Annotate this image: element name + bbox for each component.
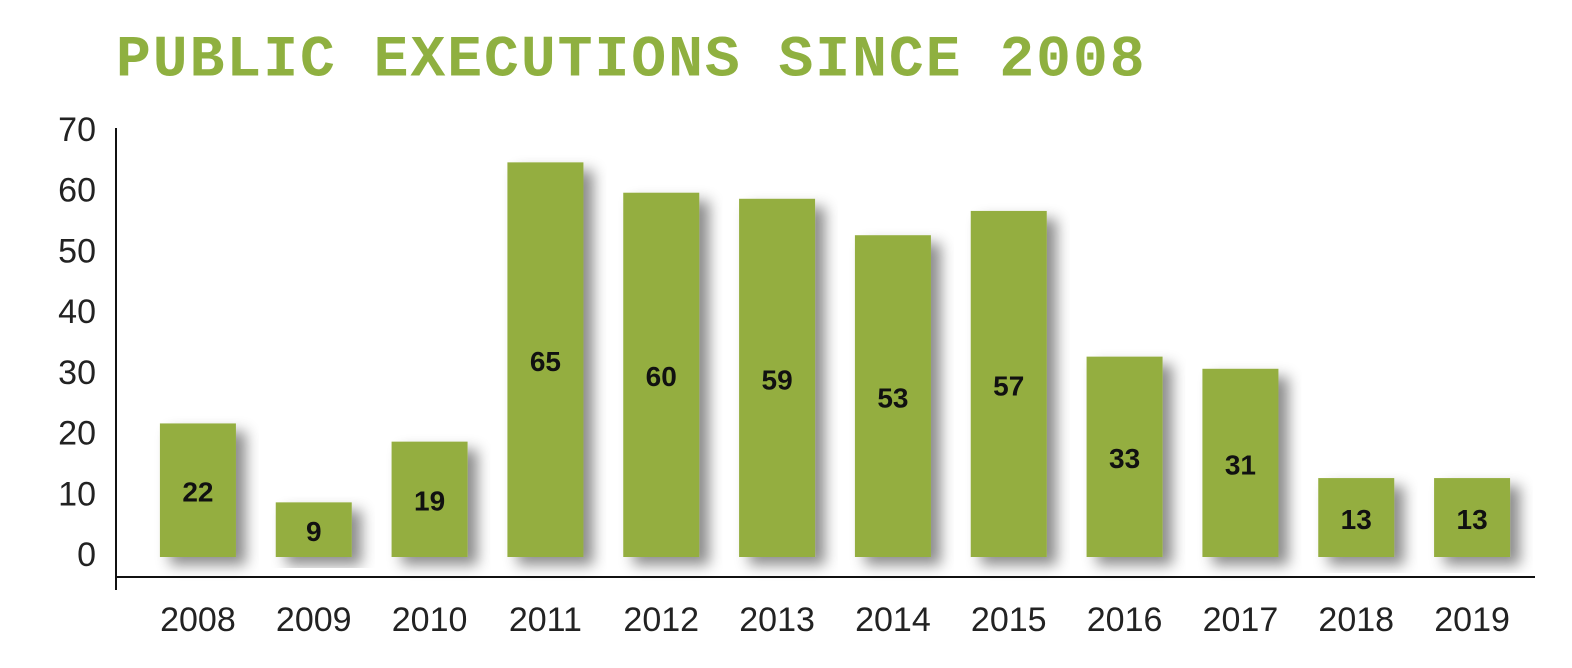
y-tick-label: 50 [58,232,96,270]
y-tick-label: 20 [58,415,96,453]
bar [275,502,352,557]
value-label: 60 [646,361,677,392]
chart-title: PUBLIC EXECUTIONS SINCE 2008 [116,28,1147,93]
bar [391,441,468,557]
x-tick-label: 2008 [160,601,236,639]
bar [1318,478,1395,557]
value-label: 33 [1109,443,1140,474]
bar [623,192,700,557]
y-tick-label: 60 [58,172,96,210]
x-tick-label: 2018 [1318,601,1394,639]
y-tick-label: 40 [58,293,96,331]
x-tick-label: 2017 [1203,601,1279,639]
value-label: 53 [877,382,908,413]
x-tick-label: 2012 [623,601,699,639]
value-label: 19 [414,486,445,517]
x-tick-label: 2014 [855,601,931,639]
bar [507,162,584,557]
value-label: 13 [1341,504,1372,535]
y-tick-label: 0 [77,536,96,574]
x-tick-label: 2016 [1087,601,1163,639]
value-label: 9 [306,516,322,547]
y-tick-label: 70 [58,111,96,149]
value-label: 65 [530,346,561,377]
x-tick-label: 2015 [971,601,1047,639]
x-tick-label: 2013 [739,601,815,639]
value-label: 57 [993,370,1024,401]
bar [159,423,236,557]
bar [854,235,931,557]
y-tick-label: 30 [58,354,96,392]
value-label: 59 [762,364,793,395]
bar [739,198,816,558]
bar [1434,478,1511,557]
value-label: 13 [1457,504,1488,535]
y-tick-label: 10 [58,475,96,513]
bar [1086,356,1163,557]
x-tick-label: 2009 [276,601,352,639]
x-tick-label: 2010 [392,601,468,639]
x-tick-label: 2011 [509,601,582,639]
value-label: 22 [182,477,213,508]
value-label: 31 [1225,449,1256,480]
x-tick-label: 2019 [1434,601,1510,639]
bar [970,210,1047,557]
bar [1202,368,1279,557]
